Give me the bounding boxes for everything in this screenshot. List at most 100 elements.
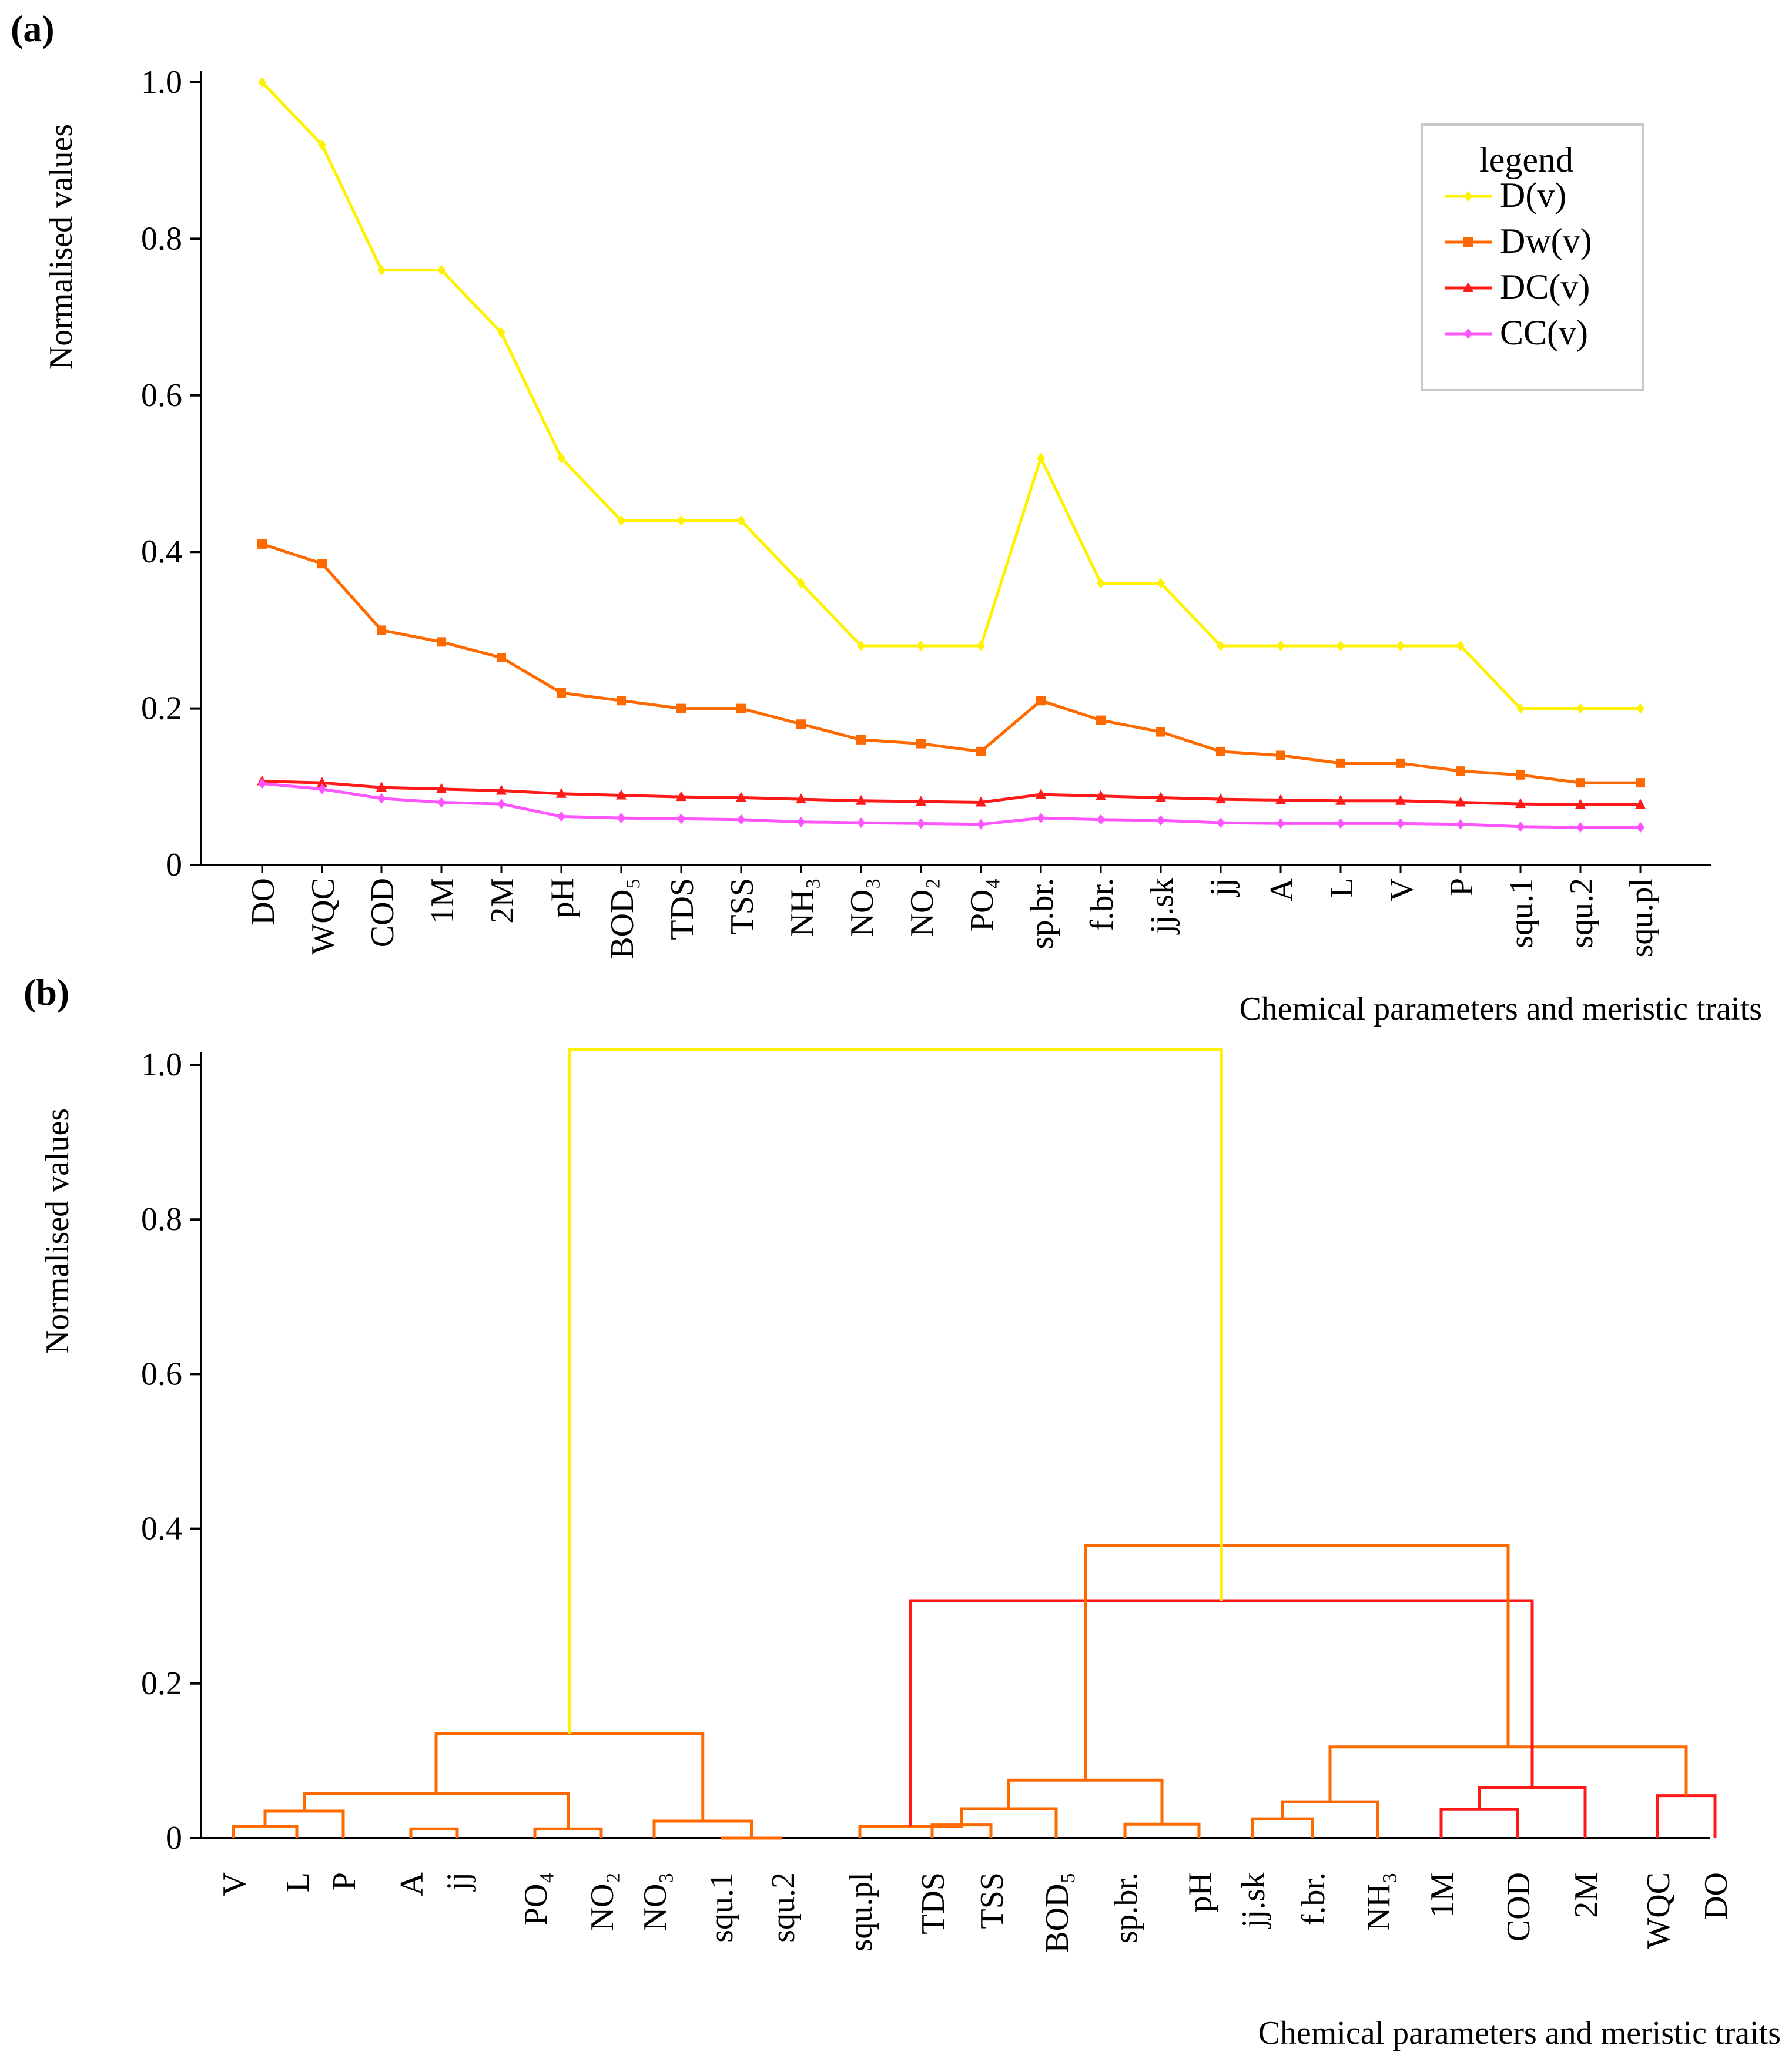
legend-entry: D(v) bbox=[1445, 176, 1566, 214]
leaf-label: squ.pl bbox=[843, 1872, 879, 1952]
data-point bbox=[676, 791, 686, 802]
data-point bbox=[616, 789, 627, 800]
data-point bbox=[377, 625, 386, 635]
x-tick-label: f.br. bbox=[1084, 878, 1120, 931]
dendrogram-link bbox=[568, 1048, 1223, 1734]
data-point bbox=[677, 515, 685, 526]
link-path bbox=[1123, 1822, 1201, 1838]
data-point bbox=[617, 813, 625, 824]
series-DC(v) bbox=[257, 775, 1646, 809]
leaf-label: COD bbox=[1500, 1872, 1537, 1942]
data-point bbox=[556, 787, 567, 798]
leaf-label: PO₄ bbox=[518, 1872, 554, 1926]
data-point bbox=[796, 793, 806, 804]
leaf-label: L bbox=[280, 1872, 316, 1892]
data-point bbox=[376, 782, 387, 792]
x-tick-label: NO₂ bbox=[904, 878, 940, 937]
data-point bbox=[1396, 758, 1405, 768]
panel-a-x-axis: DO WQC COD 1M 2M pH BOD₅ TDS TSS NH₃ NO₃ NO₂ PO₄ sp.b… bbox=[201, 864, 1711, 959]
x-tick-label: NO₃ bbox=[844, 878, 880, 937]
leaf-label: squ.1 bbox=[704, 1872, 740, 1943]
link-path bbox=[409, 1827, 459, 1838]
data-point bbox=[1516, 770, 1525, 780]
data-point bbox=[318, 139, 326, 150]
link-path bbox=[1328, 1745, 1688, 1802]
panel-b-label: (b) bbox=[24, 971, 69, 1013]
leaf-label: 1M bbox=[1424, 1872, 1461, 1918]
dendrogram-link bbox=[1123, 1822, 1201, 1838]
legend-entry: CC(v) bbox=[1445, 313, 1588, 352]
y-tick-label: 0.8 bbox=[141, 1201, 182, 1238]
y-tick-label: 1.0 bbox=[141, 1047, 182, 1083]
legend-title: legend bbox=[1479, 140, 1573, 179]
x-tick-label: NH₃ bbox=[784, 878, 820, 937]
data-point bbox=[1576, 703, 1585, 714]
x-tick-label: 2M bbox=[484, 878, 521, 924]
y-tick-label: 0.2 bbox=[141, 1665, 182, 1702]
data-point bbox=[916, 739, 926, 749]
data-point bbox=[497, 799, 505, 810]
data-point bbox=[737, 814, 745, 825]
legend-entry: Dw(v) bbox=[1445, 222, 1592, 260]
y-tick-label: 0.4 bbox=[141, 1511, 182, 1547]
data-point bbox=[436, 783, 447, 793]
data-point bbox=[1157, 815, 1165, 826]
legend-swatch-marker bbox=[1463, 237, 1473, 247]
x-tick-label: V bbox=[1384, 878, 1420, 901]
link-path bbox=[1084, 1544, 1510, 1781]
data-point bbox=[257, 539, 267, 549]
leaf-label: jj.sk bbox=[1235, 1872, 1272, 1929]
dendrogram-link bbox=[1656, 1794, 1717, 1838]
dendrogram-link bbox=[960, 1807, 1058, 1838]
data-point bbox=[856, 735, 866, 745]
x-tick-label: BOD₅ bbox=[604, 878, 641, 959]
link-path bbox=[232, 1825, 299, 1838]
dendrogram-link bbox=[1007, 1778, 1164, 1825]
data-point bbox=[258, 77, 266, 88]
data-point bbox=[1336, 758, 1345, 768]
series-line bbox=[262, 542, 1640, 784]
dendrogram-link bbox=[1439, 1808, 1519, 1838]
data-point bbox=[317, 777, 327, 787]
series-Dw(v) bbox=[257, 539, 1645, 788]
panel-a-series bbox=[257, 77, 1646, 833]
leaf-label: V bbox=[216, 1872, 253, 1896]
x-tick-label: P bbox=[1443, 878, 1480, 896]
leaf-label: pH bbox=[1182, 1872, 1218, 1912]
data-point bbox=[497, 653, 506, 663]
data-point bbox=[317, 559, 327, 569]
link-path bbox=[1007, 1778, 1164, 1825]
data-point bbox=[1636, 703, 1644, 714]
link-path bbox=[1281, 1800, 1379, 1838]
data-point bbox=[1275, 794, 1286, 804]
data-point bbox=[318, 783, 326, 794]
data-point bbox=[1096, 790, 1106, 800]
link-path bbox=[568, 1048, 1223, 1734]
data-point bbox=[1217, 641, 1225, 652]
dendrogram-link bbox=[232, 1825, 299, 1838]
legend-label: D(v) bbox=[1500, 176, 1566, 214]
data-point bbox=[437, 797, 446, 808]
x-tick-label: sp.br. bbox=[1024, 878, 1060, 949]
panel-a-x-axis-title: Chemical parameters and meristic traits bbox=[1240, 991, 1762, 1027]
data-point bbox=[796, 719, 806, 729]
data-point bbox=[437, 264, 446, 276]
data-point bbox=[1157, 578, 1165, 589]
y-tick-label: 0.6 bbox=[141, 377, 182, 414]
panel-a-y-axis-title: Normalised values bbox=[43, 124, 79, 370]
data-point bbox=[617, 696, 626, 706]
dendrogram-link bbox=[1478, 1786, 1587, 1838]
panel-a-y-axis: 1.0 0.8 0.6 0.4 0.2 0 bbox=[141, 64, 202, 883]
leaf-label: NO₂ bbox=[584, 1872, 621, 1931]
dendrogram-link bbox=[263, 1809, 345, 1838]
data-point bbox=[1036, 696, 1046, 706]
x-tick-label: A bbox=[1264, 877, 1300, 901]
dendrogram-panel: (b) Normalised values 1.0 0.8 0.6 0.4 0.2 0 V… bbox=[24, 971, 1781, 2051]
legend-label: CC(v) bbox=[1500, 313, 1588, 352]
data-point bbox=[1456, 641, 1465, 652]
link-path bbox=[1439, 1808, 1519, 1838]
x-tick-label: PO₄ bbox=[964, 878, 1000, 931]
data-point bbox=[1335, 794, 1346, 805]
dendrogram-link bbox=[858, 1825, 963, 1838]
